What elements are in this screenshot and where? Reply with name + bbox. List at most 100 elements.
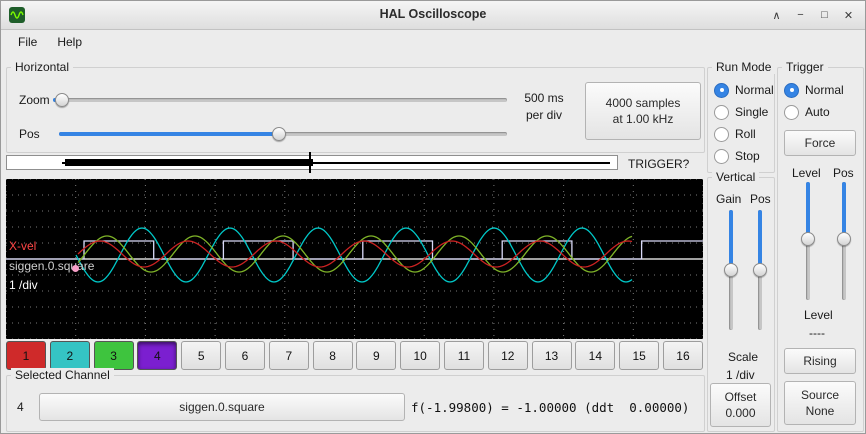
trigger-source-value: None [805, 404, 835, 418]
channel-button-12[interactable]: 12 [487, 341, 528, 370]
hpos-slider-handle[interactable] [271, 127, 286, 141]
channel-button-8[interactable]: 8 [312, 341, 353, 370]
vertical-group-label: Vertical [712, 170, 760, 184]
menubar: File Help [1, 29, 865, 55]
shade-icon[interactable]: ∧ [772, 9, 781, 22]
trigger-source-button[interactable]: Source None [784, 381, 856, 425]
samples-button[interactable]: 4000 samples at 1.00 kHz [585, 82, 701, 140]
scope-scale-label: 1 /div [9, 278, 38, 292]
channel-button-3[interactable]: 3 [93, 341, 134, 370]
run-mode-stop[interactable]: Stop [714, 148, 760, 164]
channel-button-13[interactable]: 13 [531, 341, 572, 370]
app-icon [9, 7, 25, 23]
selected-channel-number: 4 [17, 400, 24, 414]
horizontal-group: Horizontal Zoom 500 ms per div 4000 samp… [6, 60, 705, 153]
zoom-label: Zoom [19, 93, 50, 107]
scope-display[interactable]: X-vel siggen.0.square 1 /div [5, 178, 704, 340]
channel-row: 1 2 3 4 5 6 7 8 9 10 11 12 13 14 15 16 [6, 341, 703, 370]
channel-button-10[interactable]: 10 [400, 341, 441, 370]
trigger-edge-button[interactable]: Rising [784, 348, 856, 374]
menu-file[interactable]: File [18, 35, 38, 49]
channel-button-6[interactable]: 6 [224, 341, 265, 370]
tlevel-slider-handle[interactable] [801, 231, 815, 246]
channel-source-button[interactable]: siggen.0.square [39, 393, 405, 421]
trigger-pos-col-label: Pos [833, 166, 854, 180]
offset-button-value: 0.000 [725, 406, 756, 420]
gain-slider[interactable] [724, 210, 738, 330]
channel-button-15[interactable]: 15 [619, 341, 660, 370]
minimize-icon[interactable]: − [797, 9, 804, 21]
trigger-auto[interactable]: Auto [784, 104, 830, 120]
sample-rate-line1: 500 ms [524, 91, 564, 105]
tpos-slider-handle[interactable] [837, 231, 851, 246]
channel-button-11[interactable]: 11 [443, 341, 484, 370]
record-position-bar [6, 152, 618, 173]
radio-icon [714, 104, 729, 120]
samples-line2: at 1.00 kHz [612, 112, 674, 126]
trigger-group: Trigger Normal Auto Force Level Pos Leve… [777, 60, 864, 432]
zoom-slider-handle[interactable] [55, 93, 70, 107]
radio-label: Single [735, 105, 769, 119]
channel-button-16[interactable]: 16 [662, 341, 703, 370]
radio-icon [784, 82, 799, 98]
scope-trace1-label: X-vel [9, 239, 37, 253]
scale-label: Scale [728, 350, 759, 364]
channel-button-14[interactable]: 14 [575, 341, 616, 370]
window-title: HAL Oscilloscope [379, 7, 487, 21]
radio-icon [784, 104, 799, 120]
radio-icon [714, 126, 729, 142]
channel-button-4[interactable]: 4 [137, 341, 178, 370]
trigger-status-label: TRIGGER? [628, 157, 690, 171]
vpos-slider-fill [758, 210, 762, 270]
zoom-slider[interactable] [53, 93, 507, 107]
tpos-slider-fill [842, 182, 846, 239]
trigger-level-slider[interactable] [801, 182, 815, 300]
radio-label: Stop [735, 149, 760, 163]
gain-slider-handle[interactable] [724, 263, 738, 277]
radio-label: Roll [735, 127, 756, 141]
menu-help[interactable]: Help [57, 35, 83, 49]
scale-value: 1 /div [726, 368, 755, 382]
trigger-pos-slider[interactable] [837, 182, 851, 300]
radio-icon [714, 82, 729, 98]
trigger-normal[interactable]: Normal [784, 82, 844, 98]
titlebar: HAL Oscilloscope ∧ − □ ✕ [1, 1, 865, 30]
close-icon[interactable]: ✕ [843, 9, 854, 22]
samples-line1: 4000 samples [605, 95, 681, 110]
trigger-source-label: Source [800, 387, 840, 402]
channel-button-2[interactable]: 2 [49, 341, 90, 370]
run-mode-single[interactable]: Single [714, 104, 768, 120]
hpos-slider-fill [59, 132, 279, 136]
record-filled-segment [65, 159, 313, 166]
offset-button[interactable]: Offset 0.000 [710, 383, 771, 427]
channel-button-5[interactable]: 5 [181, 341, 222, 370]
maximize-icon[interactable]: □ [821, 9, 828, 21]
channel-readout: f(-1.99800) = -1.00000 (ddt 0.00000) [411, 400, 690, 415]
pos-label: Pos [19, 127, 40, 141]
vpos-slider-handle[interactable] [753, 263, 767, 277]
tlevel-slider-fill [806, 182, 810, 239]
sample-rate-line2: per div [525, 108, 563, 123]
trigger-level-marker[interactable] [72, 265, 79, 272]
vertical-pos-label: Pos [750, 192, 771, 206]
selected-channel-group-label: Selected Channel [11, 368, 114, 382]
record-position-marker [309, 152, 311, 173]
channel-button-1[interactable]: 1 [6, 341, 46, 370]
radio-label: Auto [805, 105, 830, 119]
run-mode-roll[interactable]: Roll [714, 126, 756, 142]
trigger-level-value: ---- [809, 326, 825, 340]
trigger-level-readout-label: Level [804, 308, 833, 322]
vertical-group: Vertical Gain Pos Scale 1 /div Offset 0.… [707, 170, 775, 432]
channel-button-9[interactable]: 9 [356, 341, 397, 370]
vertical-pos-slider[interactable] [753, 210, 767, 330]
record-baseline [62, 162, 610, 164]
zoom-slider-groove [53, 98, 507, 102]
run-mode-normal[interactable]: Normal [714, 82, 774, 98]
horizontal-pos-slider[interactable] [59, 127, 507, 141]
channel-button-7[interactable]: 7 [268, 341, 309, 370]
radio-label: Normal [735, 83, 774, 97]
trigger-level-col-label: Level [792, 166, 821, 180]
force-button[interactable]: Force [784, 130, 856, 156]
trigger-group-label: Trigger [782, 60, 828, 74]
